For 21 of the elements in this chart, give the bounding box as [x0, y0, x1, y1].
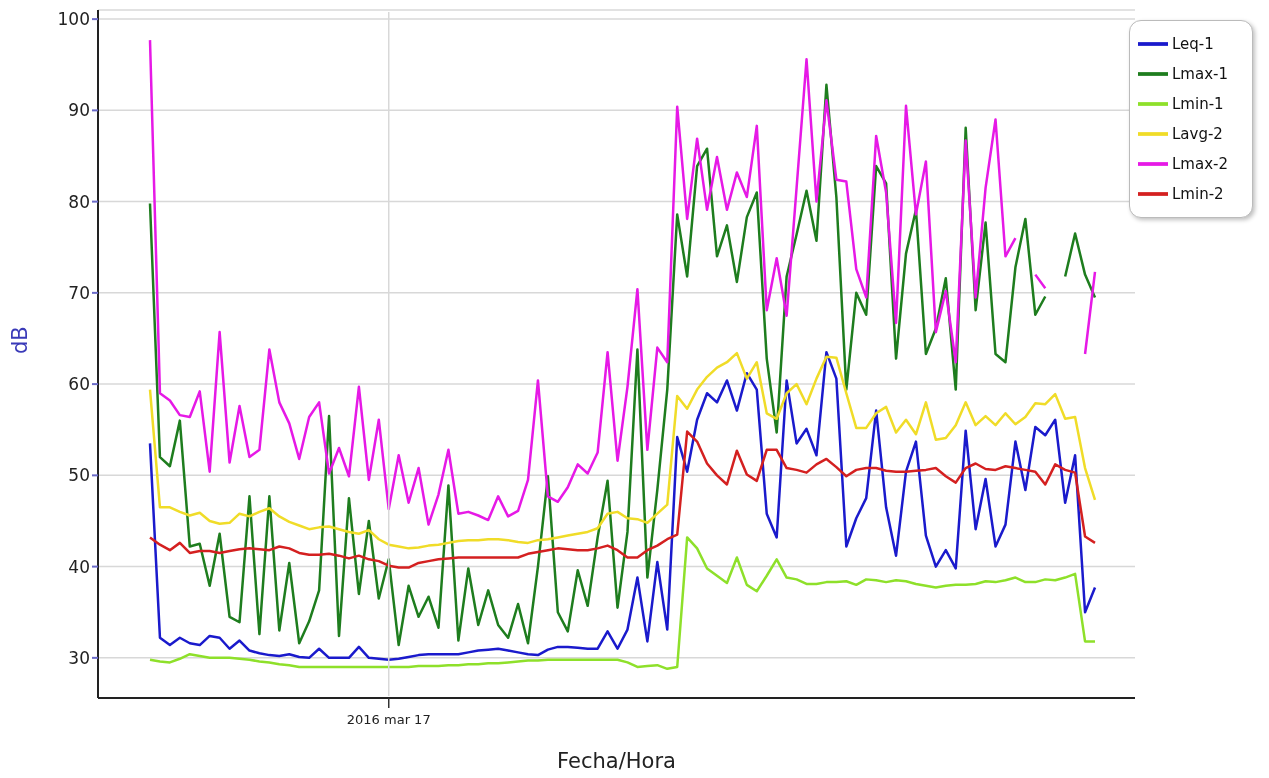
line-series	[148, 430, 1097, 569]
y-tick-label: 50	[68, 465, 90, 486]
line-series	[148, 351, 1097, 550]
line-series	[148, 536, 1097, 671]
legend-label: Leq-1	[1172, 34, 1214, 53]
legend-label: Lmax-2	[1172, 154, 1228, 173]
legend-label: Lmax-1	[1172, 64, 1228, 83]
legend-label: Lmin-1	[1172, 94, 1224, 113]
y-tick-label: 30	[68, 647, 90, 668]
y-tick-label: 90	[68, 100, 90, 121]
x-tick-label: 2016 mar 17	[346, 712, 431, 727]
y-tick-label: 70	[68, 282, 90, 303]
y-tick-label: 80	[68, 191, 90, 212]
legend-label: Lmin-2	[1172, 184, 1224, 203]
y-tick-label: 100	[57, 9, 90, 30]
y-tick-label: 60	[68, 374, 90, 395]
y-tick-label: 40	[68, 556, 90, 577]
x-axis-title: Fecha/Hora	[557, 749, 676, 773]
y-axis-title: dB	[8, 326, 33, 354]
legend-label: Lavg-2	[1172, 124, 1223, 143]
line-series	[148, 350, 1097, 661]
